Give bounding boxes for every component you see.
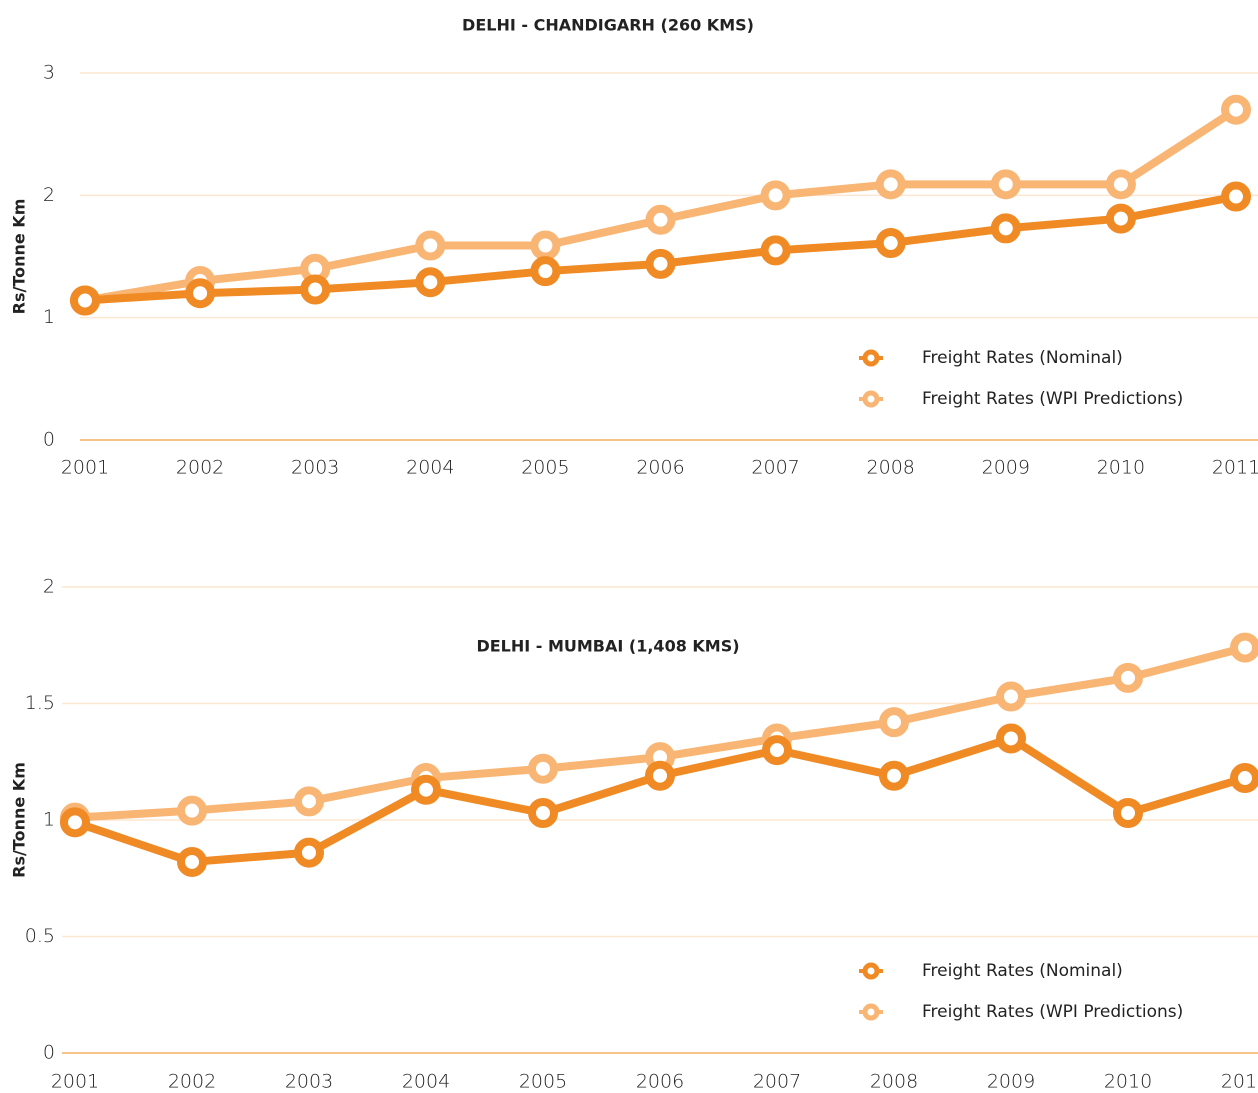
point (1105, 169, 1136, 200)
x-tick-label: 2002 (176, 457, 224, 479)
point (645, 248, 676, 279)
legend-label: Freight Rates (WPI Predictions) (922, 1002, 1183, 1022)
y-tick-label: 2 (43, 184, 55, 206)
point (990, 169, 1021, 200)
point (1230, 632, 1258, 663)
point (530, 256, 561, 287)
x-tick-label: 2002 (168, 1071, 216, 1093)
y-tick-label: 0 (43, 429, 55, 451)
x-tick-label: 2009 (982, 457, 1030, 479)
x-tick-label: 2001 (61, 457, 109, 479)
legend-label: Freight Rates (Nominal) (922, 348, 1123, 368)
point (645, 204, 676, 235)
y-tick-label: 0.5 (25, 925, 55, 947)
chart-title: DELHI - MUMBAI (1,408 KMS) (476, 637, 739, 656)
x-tick-label: 2011 (1221, 1071, 1258, 1093)
point (1113, 798, 1143, 829)
series-line (74, 643, 1247, 822)
point (415, 230, 446, 261)
point (185, 278, 216, 309)
y-tick-label: 1 (43, 809, 55, 831)
point (177, 846, 207, 877)
x-tick-label: 2006 (636, 1071, 684, 1093)
x-tick-label: 2003 (285, 1071, 333, 1093)
legend-marker (862, 390, 880, 408)
x-tick-label: 2008 (870, 1071, 918, 1093)
point (528, 798, 558, 829)
point (990, 213, 1021, 244)
point (528, 753, 558, 784)
point (70, 285, 100, 316)
x-tick-label: 2008 (867, 457, 915, 479)
x-tick-label: 2007 (751, 457, 799, 479)
legend-label: Freight Rates (WPI Predictions) (922, 389, 1183, 409)
point (762, 735, 792, 766)
chart-title: DELHI - CHANDIGARH (260 KMS) (462, 16, 754, 35)
x-tick-label: 2005 (521, 457, 569, 479)
y-tick-label: 1.5 (25, 692, 55, 714)
y-tick-label: 2 (43, 576, 55, 598)
point (1221, 181, 1251, 212)
point (177, 795, 207, 826)
x-tick-label: 2003 (291, 457, 339, 479)
point (645, 760, 675, 791)
point (875, 169, 906, 200)
point (294, 786, 324, 817)
x-tick-label: 2009 (987, 1071, 1035, 1093)
point (530, 230, 561, 261)
x-tick-label: 2004 (402, 1071, 450, 1093)
legend-marker (862, 962, 880, 980)
point (879, 760, 909, 791)
y-axis-title: Rs/Tonne Km (10, 762, 29, 878)
point (1230, 763, 1258, 794)
y-tick-label: 3 (43, 62, 55, 84)
point (411, 774, 441, 805)
legend-marker (862, 349, 880, 367)
point (1221, 94, 1251, 125)
point (760, 180, 791, 211)
point (294, 837, 324, 868)
y-axis-title: Rs/Tonne Km (10, 199, 29, 315)
legend-marker (862, 1003, 880, 1021)
point (415, 267, 446, 298)
point (760, 235, 791, 266)
x-tick-label: 2010 (1097, 457, 1145, 479)
point (60, 807, 90, 838)
point (875, 228, 906, 259)
x-tick-label: 2004 (406, 457, 454, 479)
y-tick-label: 1 (43, 306, 55, 328)
point (996, 681, 1026, 712)
point (996, 723, 1026, 754)
point (1113, 662, 1143, 693)
x-tick-label: 2001 (51, 1071, 99, 1093)
y-tick-label: 0 (43, 1042, 55, 1064)
x-tick-label: 2010 (1104, 1071, 1152, 1093)
x-tick-label: 2011 (1212, 457, 1258, 479)
point (1105, 203, 1136, 234)
x-tick-label: 2006 (636, 457, 684, 479)
legend-label: Freight Rates (Nominal) (922, 961, 1123, 981)
point (879, 707, 909, 738)
x-tick-label: 2005 (519, 1071, 567, 1093)
point (300, 274, 331, 305)
x-tick-label: 2007 (753, 1071, 801, 1093)
